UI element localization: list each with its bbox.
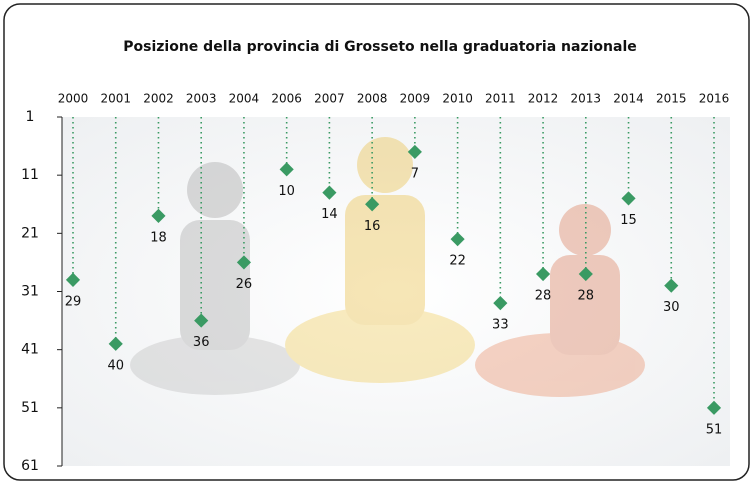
value-label: 29 bbox=[65, 294, 82, 309]
value-label: 18 bbox=[150, 230, 167, 245]
value-label: 7 bbox=[411, 166, 419, 181]
y-tick-label: 1 bbox=[26, 109, 35, 125]
y-tick-label: 41 bbox=[21, 342, 39, 358]
x-tick-label: 2000 bbox=[58, 92, 89, 106]
value-label: 51 bbox=[706, 422, 723, 437]
x-tick-label: 2007 bbox=[314, 92, 345, 106]
y-tick-label: 21 bbox=[21, 225, 39, 241]
x-tick-label: 2016 bbox=[699, 92, 730, 106]
x-tick-label: 2012 bbox=[528, 92, 559, 106]
x-tick-label: 2003 bbox=[186, 92, 217, 106]
x-tick-label: 2015 bbox=[656, 92, 687, 106]
y-tick-label: 31 bbox=[21, 284, 39, 300]
value-label: 30 bbox=[663, 300, 680, 315]
value-label: 36 bbox=[193, 335, 210, 350]
x-tick-label: 2006 bbox=[271, 92, 302, 106]
x-tick-label: 2008 bbox=[357, 92, 388, 106]
x-tick-label: 2011 bbox=[485, 92, 516, 106]
y-tick-label: 51 bbox=[21, 400, 39, 416]
chart-title: Posizione della provincia di Grosseto ne… bbox=[123, 39, 636, 55]
x-tick-label: 2004 bbox=[229, 92, 260, 106]
value-label: 26 bbox=[236, 277, 253, 292]
value-label: 28 bbox=[578, 289, 595, 304]
value-label: 10 bbox=[278, 184, 295, 199]
y-tick-label: 61 bbox=[21, 458, 39, 474]
value-label: 16 bbox=[364, 219, 381, 234]
x-tick-label: 2009 bbox=[400, 92, 431, 106]
value-label: 15 bbox=[620, 213, 637, 228]
value-label: 40 bbox=[107, 358, 124, 373]
value-label: 33 bbox=[492, 318, 509, 333]
value-label: 22 bbox=[449, 254, 466, 269]
x-tick-label: 2010 bbox=[442, 92, 473, 106]
value-label: 14 bbox=[321, 207, 338, 222]
value-label: 28 bbox=[535, 289, 552, 304]
y-tick-label: 11 bbox=[21, 167, 39, 183]
x-tick-label: 2014 bbox=[613, 92, 644, 106]
x-tick-label: 2013 bbox=[571, 92, 602, 106]
chart: Posizione della provincia di Grosseto ne… bbox=[0, 0, 755, 485]
x-tick-label: 2001 bbox=[100, 92, 131, 106]
x-tick-label: 2002 bbox=[143, 92, 174, 106]
